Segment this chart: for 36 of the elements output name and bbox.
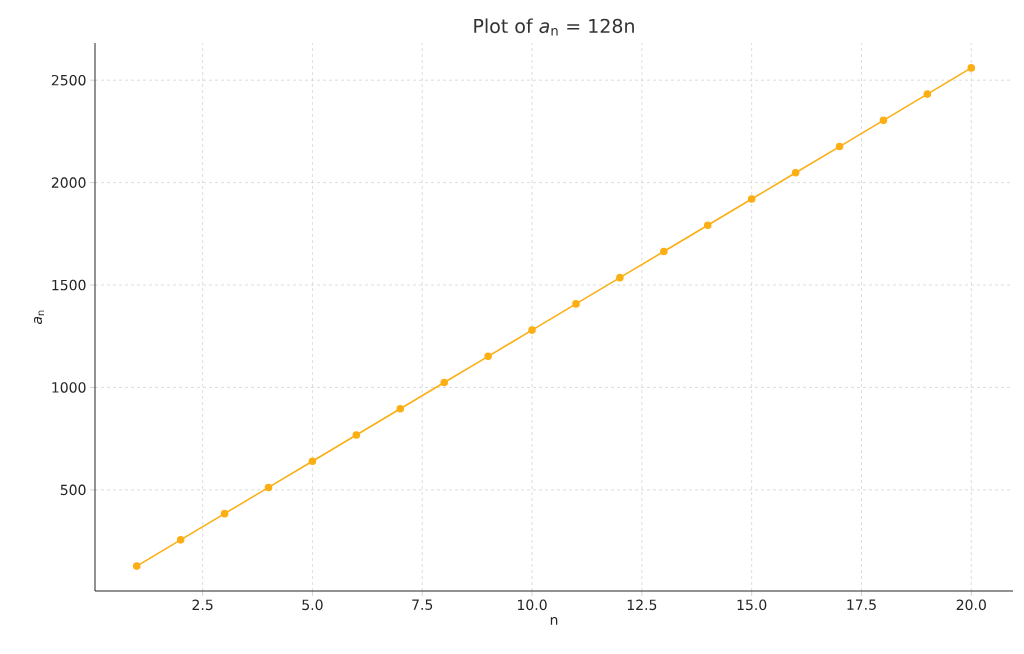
point [879, 116, 888, 125]
y-tick-label: 1500 [52, 279, 86, 291]
point [220, 509, 229, 518]
point [967, 64, 976, 72]
x-tick-label: 12.5 [627, 599, 657, 611]
point [747, 195, 756, 203]
x-tick-label: 20.0 [956, 599, 986, 611]
point [484, 352, 492, 361]
point [396, 404, 405, 413]
point [791, 168, 800, 177]
y-axis-title: a$_{n}$ [33, 310, 44, 325]
y-tick-label: 2500 [51, 74, 86, 86]
point [264, 483, 273, 492]
point [923, 90, 932, 98]
x-tick-label: 10.0 [518, 599, 547, 611]
y-tick-label: 500 [60, 484, 86, 496]
x-tick-label: 15.0 [737, 599, 767, 611]
point [835, 142, 844, 151]
point [132, 562, 141, 570]
chart-title: Plot of a$_{n}$ = 128n [474, 18, 634, 36]
point [703, 221, 712, 230]
x-axis-title: n [550, 616, 558, 625]
x-tick-label: 17.5 [847, 599, 876, 610]
x-tick-label: 2.5 [192, 599, 213, 611]
point [440, 378, 448, 387]
x-tick-label: 7.5 [412, 599, 433, 610]
point [176, 536, 185, 544]
y-tick-label: 2000 [51, 177, 86, 188]
x-tick-label: 5.0 [302, 599, 323, 611]
point [572, 300, 580, 308]
point [352, 431, 361, 439]
point [528, 326, 536, 334]
point [616, 273, 624, 282]
point [308, 457, 317, 466]
y-tick-label: 1000 [52, 382, 86, 393]
point [660, 247, 668, 256]
